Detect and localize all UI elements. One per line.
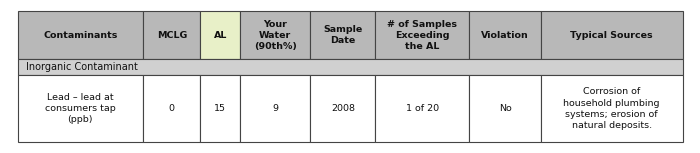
Text: Sample
Date: Sample Date xyxy=(323,25,363,45)
Text: Violation: Violation xyxy=(481,31,529,40)
Bar xyxy=(310,75,375,142)
Bar xyxy=(18,75,144,142)
Text: AL: AL xyxy=(214,31,227,40)
Text: 2008: 2008 xyxy=(331,104,355,113)
Bar xyxy=(200,11,240,59)
Bar xyxy=(375,75,469,142)
Bar xyxy=(18,59,682,75)
Bar xyxy=(144,75,200,142)
Text: 1 of 20: 1 of 20 xyxy=(406,104,439,113)
Text: MCLG: MCLG xyxy=(157,31,187,40)
Text: Your
Water
(90th%): Your Water (90th%) xyxy=(254,20,297,51)
Bar xyxy=(541,11,682,59)
Text: Corrosion of
household plumbing
systems; erosion of
natural deposits.: Corrosion of household plumbing systems;… xyxy=(564,88,660,130)
Bar xyxy=(144,11,200,59)
Text: 9: 9 xyxy=(272,104,278,113)
Bar xyxy=(469,75,541,142)
Bar xyxy=(310,11,375,59)
Bar xyxy=(375,11,469,59)
Bar xyxy=(469,11,541,59)
Text: Inorganic Contaminant: Inorganic Contaminant xyxy=(26,62,138,72)
Text: Typical Sources: Typical Sources xyxy=(570,31,653,40)
Text: 15: 15 xyxy=(214,104,226,113)
Bar xyxy=(541,75,682,142)
Text: Lead – lead at
consumers tap
(ppb): Lead – lead at consumers tap (ppb) xyxy=(45,93,116,124)
Bar xyxy=(240,11,310,59)
Text: # of Samples
Exceeding
the AL: # of Samples Exceeding the AL xyxy=(387,20,457,51)
Bar xyxy=(18,11,144,59)
Bar xyxy=(200,75,240,142)
Text: No: No xyxy=(498,104,512,113)
Text: Contaminants: Contaminants xyxy=(43,31,118,40)
Bar xyxy=(240,75,310,142)
Text: 0: 0 xyxy=(169,104,175,113)
